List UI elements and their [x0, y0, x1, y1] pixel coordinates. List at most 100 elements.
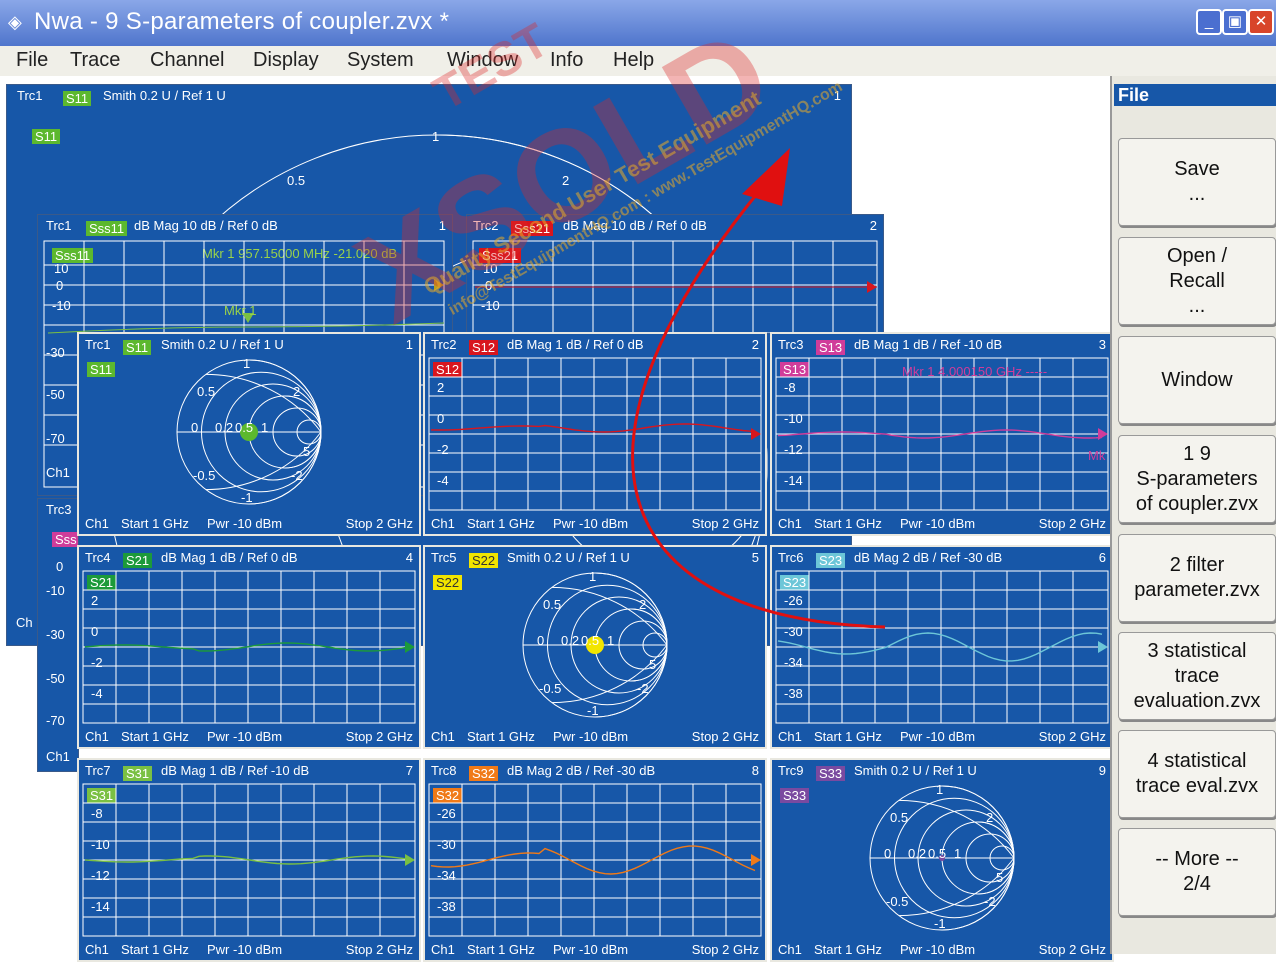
y-tick: 0: [91, 624, 99, 639]
y-tick: -10: [46, 583, 65, 598]
diagram-number: 9: [1098, 763, 1106, 778]
diagram-2[interactable]: Trc2 S12 dB Mag 1 dB / Ref 0 dB 2 S12 2 0…: [423, 332, 767, 536]
trace-name: Trc3: [46, 502, 72, 517]
trace-name: Trc1: [46, 218, 72, 233]
y-tick: -34: [784, 655, 803, 670]
mid-diagram-3[interactable]: Trc3 Sss 0 -10 -30 -50 -70 Ch1: [37, 498, 79, 772]
y-tick: -2: [91, 655, 103, 670]
diagram-9[interactable]: Trc9 S33 Smith 0.2 U / Ref 1 U 9 S33: [770, 758, 1114, 962]
recent-file-2-softkey[interactable]: 2 filter parameter.zvx: [1118, 534, 1276, 622]
trace-label: S11: [32, 129, 61, 144]
trace-name: Trc4: [85, 550, 111, 565]
ref-marker: [1098, 641, 1108, 653]
trace-format: dB Mag 2 dB / Ref -30 dB: [854, 550, 1003, 565]
smith-tick: 2: [639, 597, 647, 612]
trace-label: S31: [87, 788, 117, 803]
smith-tick: 0.5: [543, 597, 562, 612]
stop-frequency: Stop 2 GHz: [1038, 729, 1106, 744]
menu-trace[interactable]: Trace: [70, 49, 121, 71]
smith-tick: 2: [986, 810, 994, 825]
trace-label: S22: [433, 575, 463, 590]
trace-format: Smith 0.2 U / Ref 1 U: [854, 763, 977, 778]
smith-tick: 2: [562, 173, 569, 188]
param-badge: S11: [123, 340, 152, 355]
menu-display[interactable]: Display: [253, 49, 319, 71]
menu-info[interactable]: Info: [550, 49, 584, 71]
trace-format: dB Mag 2 dB / Ref -30 dB: [507, 763, 656, 778]
trace-format: dB Mag 10 dB / Ref 0 dB: [134, 218, 278, 233]
window-title: Nwa - 9 S-parameters of coupler.zvx *: [34, 8, 450, 35]
trace-line: [777, 632, 1103, 662]
y-tick: -26: [437, 806, 456, 821]
smith-chart: [522, 572, 668, 718]
menu-window[interactable]: Window: [447, 49, 519, 71]
close-button[interactable]: ✕: [1248, 9, 1274, 35]
power-level: Pwr -10 dBm: [900, 516, 976, 531]
start-frequency: Start 1 GHz: [121, 516, 189, 531]
trace-name: Trc8: [431, 763, 457, 778]
softkey-label: Save: [1174, 158, 1220, 180]
channel-label: Ch1: [431, 942, 455, 957]
window-softkey[interactable]: Window: [1118, 336, 1276, 424]
menu-help[interactable]: Help: [613, 49, 655, 71]
diagram-6[interactable]: Trc6 S23 dB Mag 2 dB / Ref -30 dB 6 S23 …: [770, 545, 1114, 749]
softkey-label: Window: [1161, 368, 1233, 391]
diagram-4[interactable]: Trc4 S21 dB Mag 1 dB / Ref 0 dB 4 S21 2 0…: [77, 545, 421, 749]
open-recall-softkey[interactable]: Open / Recall...: [1118, 237, 1276, 325]
smith-tick: 5: [649, 657, 657, 672]
y-tick: -8: [91, 806, 103, 821]
maximize-button[interactable]: ▣: [1222, 9, 1248, 35]
param-badge: Sss11: [86, 221, 128, 236]
minimize-button[interactable]: _: [1196, 9, 1222, 35]
recent-file-4-softkey[interactable]: 4 statistical trace eval.zvx: [1118, 730, 1276, 818]
diagram-8[interactable]: Trc8 S32 dB Mag 2 dB / Ref -30 dB 8 S32 …: [423, 758, 767, 962]
trace-format: dB Mag 10 dB / Ref 0 dB: [563, 218, 707, 233]
diagram-3[interactable]: Trc3 S13 dB Mag 1 dB / Ref -10 dB 3 S13 …: [770, 332, 1114, 536]
y-tick: -2: [437, 442, 449, 457]
ref-marker: [405, 854, 415, 866]
start-frequency: Start 1 GHz: [121, 942, 189, 957]
channel-label: Ch1: [778, 942, 802, 957]
softkey-label: trace eval.zvx: [1135, 775, 1259, 797]
menu-system[interactable]: System: [347, 49, 414, 71]
power-level: Pwr -10 dBm: [553, 942, 629, 957]
smith-tick: 2: [293, 384, 301, 399]
softkey-label: parameter.zvx: [1134, 579, 1260, 601]
menu-channel[interactable]: Channel: [150, 49, 225, 71]
smith-tick: 0: [884, 846, 892, 861]
channel-label: Ch1: [431, 729, 455, 744]
trace-point: [939, 855, 945, 861]
trace-name: Trc7: [85, 763, 111, 778]
recent-file-1-softkey[interactable]: 1 9 S-parameters of coupler.zvx: [1118, 435, 1276, 523]
marker-readout: Mkr 1 957.15000 MHz -21.020 dB: [202, 246, 398, 261]
diagram-5[interactable]: Trc5 S22 Smith 0.2 U / Ref 1 U 5 S22: [423, 545, 767, 749]
smith-tick: 1: [243, 356, 251, 371]
menu-file[interactable]: File: [16, 49, 49, 71]
smith-tick: 5: [303, 444, 311, 459]
trace-label: S33: [780, 788, 810, 803]
y-tick: -38: [784, 686, 803, 701]
softkey-label: trace: [1174, 664, 1220, 687]
trace-plot: [428, 783, 762, 937]
trace-name: Trc1: [17, 88, 43, 103]
trace-name: Trc5: [431, 550, 457, 565]
y-tick: -10: [784, 411, 803, 426]
y-tick: -38: [437, 899, 456, 914]
softkey-label: ...: [1188, 183, 1206, 205]
title-bar: ◈ Nwa - 9 S-parameters of coupler.zvx * …: [0, 0, 1276, 46]
diagram-number: 4: [405, 550, 413, 565]
trace-label: S32: [433, 788, 463, 803]
softkey-label: Open /: [1166, 244, 1228, 267]
smith-tick: -1: [934, 916, 946, 931]
y-tick: -14: [91, 899, 110, 914]
softkey-label: evaluation.zvx: [1133, 689, 1261, 712]
recent-file-3-softkey[interactable]: 3 statistical trace evaluation.zvx: [1118, 632, 1276, 720]
smith-tick: 0.2: [908, 846, 927, 861]
diagram-1[interactable]: Trc1 S11 Smith 0.2 U / Ref 1 U 1 S11: [77, 332, 421, 536]
stop-frequency: Stop 2 GHz: [691, 942, 759, 957]
power-level: Pwr -10 dBm: [207, 942, 283, 957]
save-softkey[interactable]: Save...: [1118, 138, 1276, 226]
trace-label: S23: [780, 575, 810, 590]
trace-plot: [82, 783, 416, 937]
more-softkey[interactable]: -- More -- 2/4: [1118, 828, 1276, 916]
